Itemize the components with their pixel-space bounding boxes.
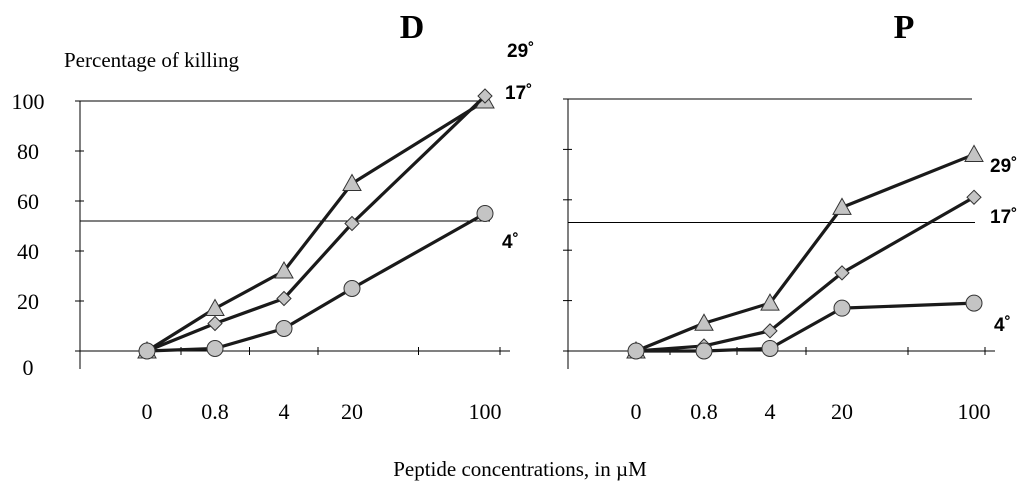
triangle-marker [205,298,225,316]
x-tick-label: 0 [631,399,642,424]
chart-title: D [400,9,425,46]
x-tick-label: 20 [341,399,363,424]
y-tick-label: 60 [17,189,39,214]
circle-marker [965,294,983,312]
circle-marker [138,342,156,360]
series-label: 17˚ [505,83,532,104]
x-tick-label: 100 [958,399,991,424]
circle-marker [833,299,851,317]
y-axis-label: Percentage of killing [64,48,239,72]
diamond-marker [344,215,360,232]
diamond-marker [207,315,223,332]
series-label: 17˚ [990,207,1017,228]
series-label: 29˚ [507,41,534,62]
triangle-marker [274,260,294,279]
diamond-marker [276,290,292,307]
y-tick-label: 80 [17,139,39,164]
triangle-marker [760,293,780,311]
x-tick-label: 20 [831,399,853,424]
series-label: 4˚ [994,315,1011,336]
circle-marker [695,342,713,360]
circle-marker [206,340,224,357]
series-label: 4˚ [502,232,519,253]
x-tick-label: 4 [279,399,290,424]
triangle-marker [832,197,852,215]
circle-marker [275,320,293,337]
x-axis-label: Peptide concentrations, in µM [393,457,647,481]
circle-marker [343,280,361,297]
panel-p: P 0 0.8 4 20 100 29˚ 17˚ 4˚ [563,9,1017,424]
diamond-marker [834,265,850,281]
series-line [635,152,975,353]
series-line [636,301,975,353]
x-tick-label: 0 [142,399,153,424]
series-label: 29˚ [990,156,1017,177]
diamond-marker [477,88,493,104]
panel-d: D 100 80 60 40 20 0 0 0.8 4 20 100 29˚ 17˚ 4˚ [12,9,535,424]
circle-marker [476,205,494,222]
x-tick-label: 0.8 [201,399,229,424]
x-tick-label: 4 [765,399,776,424]
triangle-marker [694,313,714,331]
chart-title: P [894,9,915,46]
y-tick-label: 40 [17,239,39,264]
diamond-marker [762,323,778,339]
y-tick-label: 20 [17,289,39,314]
circle-marker [627,342,645,360]
x-tick-label: 0.8 [690,399,718,424]
x-tick-label: 100 [469,399,502,424]
y-tick-label: 0 [23,355,34,380]
triangle-marker [342,173,362,191]
y-tick-label: 100 [12,89,45,114]
series-line [146,99,486,353]
diamond-marker [966,189,982,205]
triangle-marker [964,144,984,162]
circle-marker [761,339,779,357]
